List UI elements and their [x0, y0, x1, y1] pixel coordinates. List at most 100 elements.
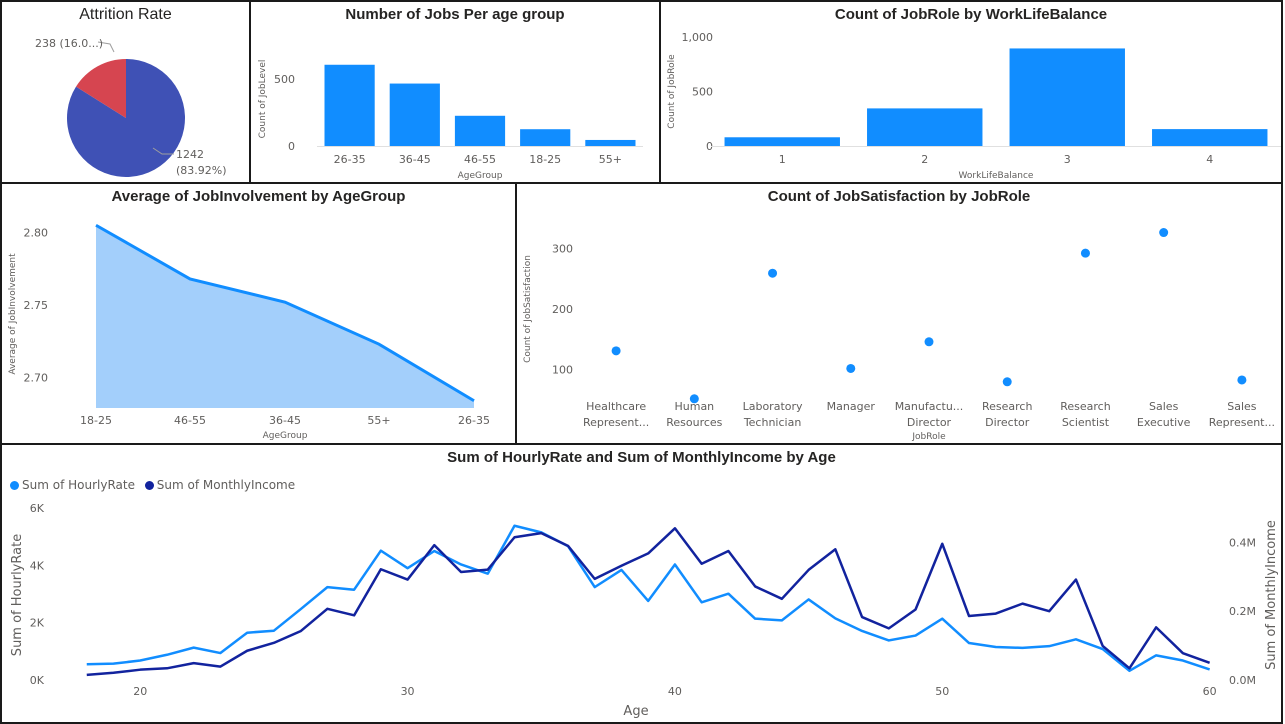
- job-satisfaction-panel: Count of JobSatisfaction by JobRole 100 2…: [515, 182, 1283, 445]
- x-tick-label: Scientist: [1062, 416, 1110, 429]
- x-tick-label: 1: [779, 153, 786, 166]
- legend-marker: [10, 480, 19, 490]
- x-tick-label: 55+: [367, 414, 390, 427]
- series-line-monthly-income: [86, 527, 1211, 677]
- scatter-point: [1002, 377, 1012, 387]
- x-axis-title: WorkLifeBalance: [959, 171, 1034, 181]
- right-y-tick-label: 0.2M: [1229, 605, 1256, 618]
- scatter-point: [689, 394, 699, 404]
- age-line-chart: 0K 2K 4K 6K 0.0M 0.2M 0.4M 20 30 40 50 60 Age Sum of …: [10, 502, 1279, 719]
- x-tick-label: Represent...: [1209, 416, 1275, 429]
- x-tick-label: Technician: [743, 416, 802, 429]
- bar: [389, 83, 440, 146]
- x-axis-title: Age: [623, 704, 648, 719]
- series-line-hourly-rate: [86, 524, 1211, 673]
- x-tick-label: 18-25: [529, 153, 561, 166]
- x-tick-label: 3: [1064, 153, 1071, 166]
- x-tick-label: Sales: [1149, 400, 1179, 413]
- chart-title: Attrition Rate: [79, 6, 172, 23]
- jobs-bar-chart: 0 500 26-35 36-45 46-55 18-25 55+ AgeGroup Count…: [258, 60, 643, 181]
- scatter-point: [1080, 248, 1090, 258]
- leader-line: [152, 147, 174, 155]
- leader-line: [97, 41, 115, 53]
- x-tick-label: 20: [133, 685, 147, 698]
- x-tick-label: Research: [1060, 400, 1110, 413]
- right-y-tick-label: 0.0M: [1229, 674, 1256, 687]
- x-tick-label: Manager: [827, 400, 876, 413]
- bar: [454, 115, 506, 146]
- legend: Sum of HourlyRate Sum of MonthlyIncome: [10, 478, 301, 493]
- x-tick-label: 40: [668, 685, 682, 698]
- legend-label: Sum of HourlyRate: [22, 478, 135, 492]
- data-label: (83.92%): [176, 164, 227, 177]
- left-y-tick-label: 6K: [30, 502, 45, 515]
- x-tick-label: 55+: [599, 153, 622, 166]
- x-tick-label: 18-25: [80, 414, 112, 427]
- worklife-bar-chart: 0 500 1,000 1 2 3 4 WorkLifeBalance Count of Job…: [667, 31, 1281, 181]
- attrition-rate-panel: Attrition Rate 238 (16.0...) 1242 (83.92%): [0, 0, 251, 184]
- area-fill: [96, 225, 474, 408]
- x-tick-label: 46-55: [174, 414, 206, 427]
- x-tick-label: Sales: [1227, 400, 1257, 413]
- x-tick-label: 60: [1203, 685, 1217, 698]
- right-y-tick-label: 0.4M: [1229, 536, 1256, 549]
- y-tick-label: 500: [692, 86, 713, 99]
- x-tick-label: 2: [921, 153, 928, 166]
- job-involvement-panel: Average of JobInvolvement by AgeGroup 2.…: [0, 182, 517, 445]
- x-tick-label: Director: [907, 416, 952, 429]
- y-tick-label: 500: [274, 73, 295, 86]
- left-y-tick-label: 4K: [30, 559, 45, 572]
- involvement-area-chart: 2.70 2.75 2.80 18-25 46-55 36-45 55+ 26-35 AgeGr…: [8, 223, 490, 441]
- scatter-point: [1159, 228, 1169, 238]
- jobs-per-age-panel: Number of Jobs Per age group 0 500 26-35 36…: [249, 0, 661, 184]
- bar: [724, 137, 840, 146]
- left-y-axis-title: Sum of HourlyRate: [10, 534, 25, 656]
- right-y-axis-title: Sum of MonthlyIncome: [1264, 520, 1279, 670]
- scatter-point: [611, 346, 621, 356]
- legend-item-monthly-income[interactable]: Sum of MonthlyIncome: [144, 478, 296, 492]
- data-label: 238 (16.0...): [35, 37, 103, 50]
- x-axis-title: AgeGroup: [263, 431, 308, 441]
- x-axis-title: AgeGroup: [458, 171, 503, 181]
- x-tick-label: 26-35: [458, 414, 490, 427]
- y-tick-label: 1,000: [682, 31, 714, 44]
- scatter-point: [768, 268, 778, 278]
- y-tick-label: 100: [552, 364, 573, 377]
- x-tick-label: 46-55: [464, 153, 496, 166]
- series-line: [95, 223, 475, 403]
- x-tick-label: Executive: [1137, 416, 1191, 429]
- attrition-pie-chart: 238 (16.0...) 1242 (83.92%): [35, 37, 227, 177]
- y-axis-title: Count of JobLevel: [258, 60, 268, 139]
- x-tick-label: 26-35: [334, 153, 366, 166]
- bar: [585, 139, 636, 146]
- y-tick-label: 2.70: [24, 372, 49, 385]
- y-tick-label: 200: [552, 303, 573, 316]
- x-tick-label: Healthcare: [586, 400, 646, 413]
- x-tick-label: Director: [985, 416, 1030, 429]
- x-tick-label: 36-45: [269, 414, 301, 427]
- bar: [1009, 48, 1125, 146]
- legend-label: Sum of MonthlyIncome: [156, 478, 296, 492]
- bar: [520, 129, 571, 146]
- x-tick-label: Laboratory: [743, 400, 803, 413]
- worklife-panel: Count of JobRole by WorkLifeBalance 0 500…: [659, 0, 1283, 184]
- chart-title: Count of JobSatisfaction by JobRole: [767, 188, 1031, 205]
- x-tick-label: Resources: [666, 416, 722, 429]
- pie-slice-left: [76, 59, 126, 118]
- bar: [324, 64, 375, 146]
- y-tick-label: 2.80: [24, 227, 49, 240]
- x-tick-label: Research: [982, 400, 1032, 413]
- left-y-tick-label: 0K: [30, 674, 45, 687]
- y-tick-label: 0: [288, 140, 295, 153]
- x-tick-label: 36-45: [399, 153, 431, 166]
- x-axis-title: JobRole: [911, 432, 946, 442]
- legend-item-hourly-rate[interactable]: Sum of HourlyRate: [10, 478, 135, 492]
- x-tick-label: Represent...: [583, 416, 649, 429]
- scatter-point: [1237, 375, 1247, 385]
- data-label: 1242: [176, 148, 204, 161]
- y-axis-title: Average of JobInvolvement: [8, 253, 18, 375]
- chart-title: Sum of HourlyRate and Sum of MonthlyInco…: [447, 449, 836, 466]
- y-axis-title: Count of JobRole: [667, 54, 677, 129]
- chart-title: Number of Jobs Per age group: [345, 6, 565, 23]
- y-tick-label: 0: [706, 140, 713, 153]
